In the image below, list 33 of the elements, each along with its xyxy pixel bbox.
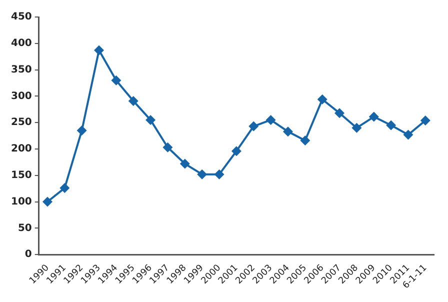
y-tick-label: 150 [11,170,32,181]
point [248,121,259,132]
point [197,169,208,180]
point [300,136,310,146]
y-tick-label: 200 [11,144,32,155]
point [266,114,276,125]
point [231,146,242,156]
y-tick-label: 0 [24,249,32,260]
point [94,45,104,56]
y-tick-label: 300 [11,90,32,102]
y-tick-label: 100 [11,196,32,208]
point [180,158,190,169]
point [76,126,87,136]
point [352,122,362,133]
point [214,169,224,180]
point [386,120,396,130]
point [334,108,345,118]
point [111,75,122,86]
point [128,96,138,106]
point [317,94,328,104]
point [60,183,70,194]
y-tick-label: 50 [18,222,32,234]
y-tick-label: 400 [11,38,32,49]
y-tick-label: 350 [11,64,32,76]
point [282,126,293,137]
point [403,130,414,140]
y-tick-label: 450 [11,12,32,23]
point [42,196,52,207]
y-tick-label: 250 [11,117,32,128]
point [146,114,156,125]
point [162,142,173,152]
point [368,112,379,122]
point [420,115,430,126]
